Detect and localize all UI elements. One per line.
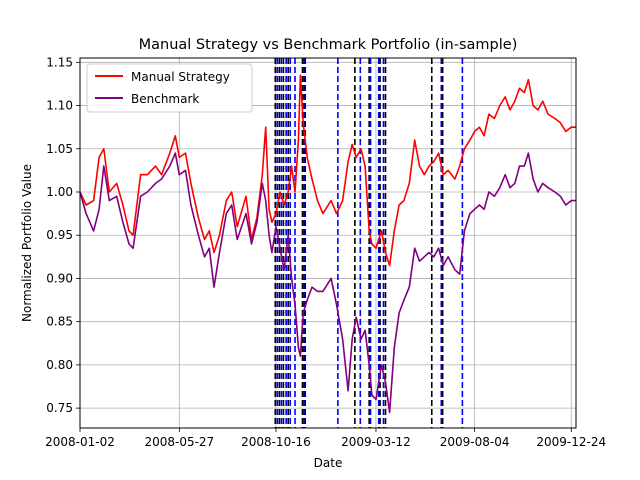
- y-axis-ticks: 0.75 0.80 0.85 0.90 0.95 1.00 1.05 1.10 1.15: [46, 55, 80, 415]
- y-axis-label: Normalized Portfolio Value: [20, 164, 34, 322]
- x-axis-ticks: 2008-01-02 2008-05-27 2008-10-16 2009-03-12…: [45, 428, 606, 449]
- y-tick-label: 1.05: [46, 142, 73, 156]
- series-line-benchmark: [79, 152, 576, 414]
- y-tick-label: 0.95: [46, 228, 73, 242]
- x-tick-label: 2008-10-16: [241, 435, 311, 449]
- x-tick-label: 2008-01-02: [45, 435, 115, 449]
- legend-label-benchmark: Benchmark: [131, 92, 199, 106]
- x-tick-label: 2009-08-04: [440, 435, 510, 449]
- y-tick-label: 0.85: [46, 315, 73, 329]
- legend-box: [86, 63, 253, 113]
- x-tick-label: 2009-12-24: [536, 435, 606, 449]
- y-tick-label: 1.15: [46, 55, 73, 69]
- chart-title: Manual Strategy vs Benchmark Portfolio (…: [139, 37, 518, 53]
- y-tick-label: 1.00: [46, 185, 73, 199]
- y-tick-label: 0.90: [46, 271, 73, 285]
- legend: Manual Strategy Benchmark: [86, 63, 253, 113]
- x-tick-label: 2009-03-12: [341, 435, 411, 449]
- x-tick-label: 2008-05-27: [144, 435, 214, 449]
- vertical-markers: [274, 58, 464, 428]
- series-lines: [79, 74, 576, 414]
- legend-label-manual-strategy: Manual Strategy: [131, 70, 230, 84]
- series-line-manual-strategy: [79, 74, 576, 267]
- y-tick-label: 0.75: [46, 401, 73, 415]
- y-tick-label: 0.80: [46, 358, 73, 372]
- y-tick-label: 1.10: [46, 99, 73, 113]
- x-axis-label: Date: [314, 456, 343, 470]
- plot-frame: [79, 57, 577, 429]
